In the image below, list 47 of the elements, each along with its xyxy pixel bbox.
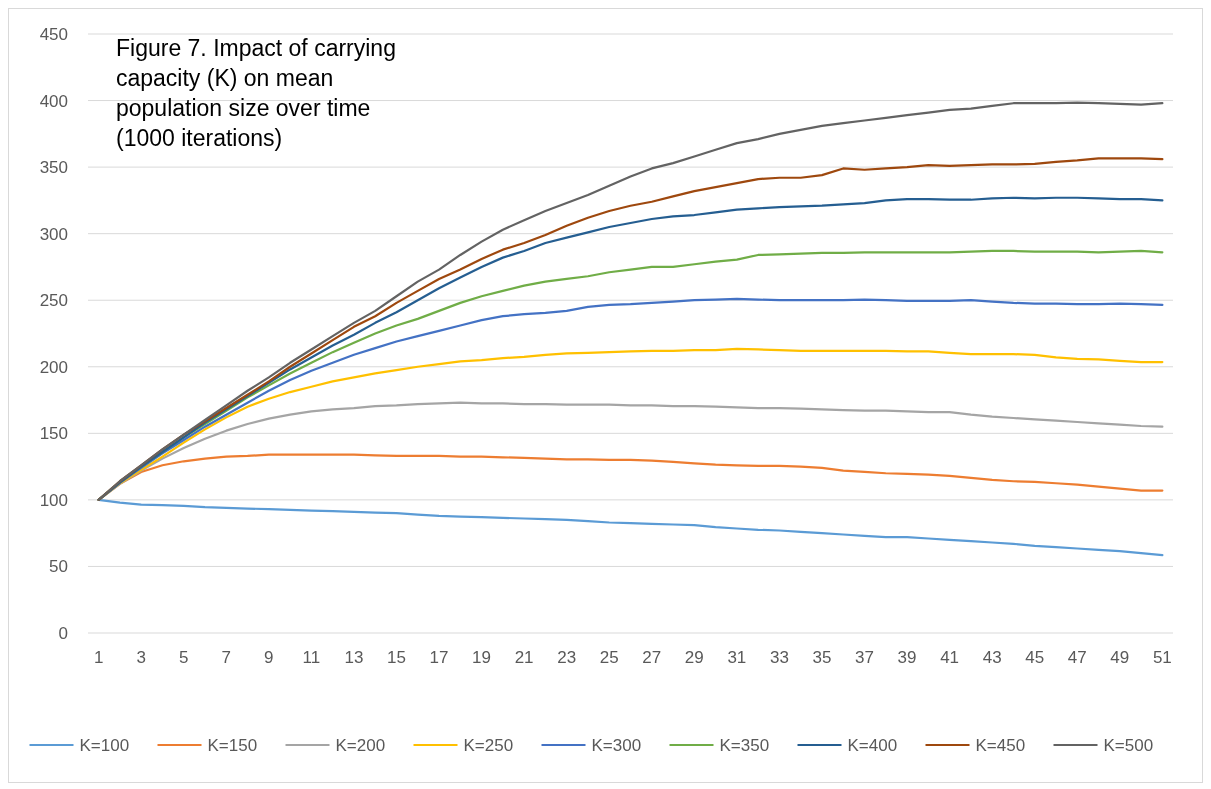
- legend-label: K=350: [719, 735, 770, 755]
- legend-label: K=250: [463, 735, 514, 755]
- y-tick-label: 0: [58, 623, 68, 643]
- x-tick-label: 23: [557, 648, 577, 667]
- x-tick-label: 33: [769, 648, 789, 667]
- x-tick-label: 1: [93, 648, 104, 667]
- x-tick-label: 45: [1025, 648, 1045, 667]
- x-tick-label: 27: [642, 648, 662, 667]
- x-tick-label: 9: [264, 648, 274, 667]
- x-tick-label: 15: [387, 648, 406, 667]
- y-tick-label: 150: [39, 424, 68, 444]
- y-tick-label: 350: [39, 158, 68, 178]
- x-tick-label: 21: [514, 648, 534, 667]
- legend-label: K=450: [975, 735, 1026, 755]
- x-tick-label: 25: [599, 648, 619, 667]
- legend-label: K=300: [591, 735, 642, 755]
- legend-label: K=400: [847, 735, 898, 755]
- x-tick-label: 51: [1152, 648, 1172, 667]
- x-tick-label: 43: [982, 648, 1002, 667]
- y-tick-label: 200: [39, 357, 68, 377]
- x-tick-label: 41: [940, 648, 960, 667]
- y-tick-label: 250: [39, 291, 68, 311]
- x-tick-label: 39: [897, 648, 917, 667]
- x-tick-label: 37: [855, 648, 874, 667]
- y-tick-label: 50: [49, 557, 68, 577]
- y-tick-label: 450: [39, 24, 68, 44]
- y-tick-label: 300: [39, 224, 68, 244]
- x-tick-label: 19: [472, 648, 492, 667]
- legend-label: K=100: [79, 735, 130, 755]
- x-tick-label: 17: [429, 648, 449, 667]
- x-tick-label: 7: [221, 648, 232, 667]
- legend-label: K=150: [207, 735, 258, 755]
- y-tick-label: 400: [39, 91, 68, 111]
- x-tick-label: 35: [812, 648, 832, 667]
- x-tick-label: 13: [344, 648, 364, 667]
- text: Figure 7. Impact of carrying capacity (K) on mean population size over time (1000 iterations): [116, 35, 396, 151]
- x-tick-label: 49: [1110, 648, 1130, 667]
- x-tick-label: 5: [179, 648, 189, 667]
- legend-label: K=200: [335, 735, 386, 755]
- x-tick-label: 11: [302, 648, 321, 667]
- legend-label: K=500: [1103, 735, 1154, 755]
- line-series: [97, 498, 1164, 557]
- y-tick-label: 100: [39, 490, 68, 510]
- x-tick-label: 3: [136, 648, 146, 667]
- x-tick-label: 31: [727, 648, 747, 667]
- x-tick-label: 29: [684, 648, 704, 667]
- x-tick-label: 47: [1067, 648, 1087, 667]
